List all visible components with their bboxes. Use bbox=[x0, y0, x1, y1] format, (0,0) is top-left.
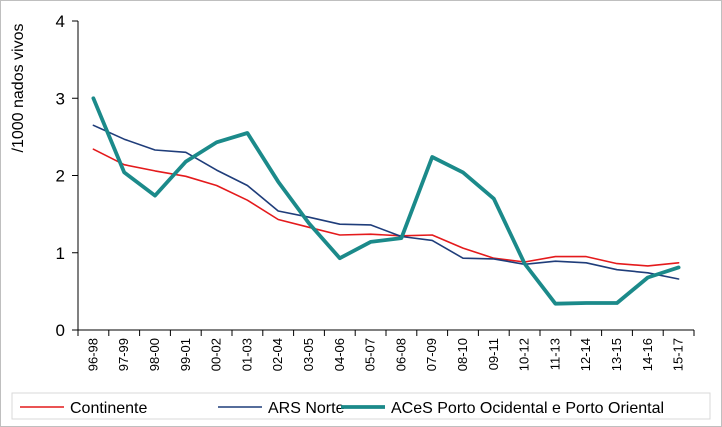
x-axis-ticks: 96-98 97-99 98-00 99-01 00-02 01-03 02-04 03-05… bbox=[77, 330, 695, 371]
x-tick-label: 98-00 bbox=[147, 338, 162, 371]
y-tick-label: 0 bbox=[56, 321, 65, 340]
x-tick-label: 01-03 bbox=[239, 338, 254, 371]
legend-label: ACeS Porto Ocidental e Porto Oriental bbox=[391, 400, 664, 417]
series-lines bbox=[91, 96, 681, 306]
x-tick-label: 13-15 bbox=[609, 338, 624, 371]
x-tick-label: 09-11 bbox=[486, 338, 501, 370]
legend: Continente ARS Norte ACeS Porto Ocidental … bbox=[11, 392, 711, 420]
x-tick-label: 11-13 bbox=[547, 338, 562, 370]
x-tick-label: 99-01 bbox=[178, 338, 193, 371]
x-tick-label: 02-04 bbox=[270, 338, 285, 371]
x-tick-label: 15-17 bbox=[671, 338, 686, 371]
x-tick-label: 12-14 bbox=[578, 338, 593, 371]
x-tick-label: 97-99 bbox=[116, 338, 131, 371]
y-tick-label: 2 bbox=[56, 167, 65, 186]
y-axis-ticks: 0 1 2 3 4 bbox=[56, 12, 78, 340]
series-line-3 bbox=[91, 96, 681, 306]
series-line-1 bbox=[92, 148, 680, 267]
y-axis-label: /1000 nados vivos bbox=[10, 24, 27, 153]
x-tick-label: 14-16 bbox=[640, 338, 655, 371]
x-tick-label: 03-05 bbox=[301, 338, 316, 371]
legend-label: ARS Norte bbox=[268, 400, 345, 417]
x-tick-label: 10-12 bbox=[517, 338, 532, 371]
y-tick-label: 4 bbox=[56, 12, 65, 31]
x-tick-label: 05-07 bbox=[363, 338, 378, 371]
x-tick-label: 96-98 bbox=[85, 338, 100, 371]
x-tick-label: 06-08 bbox=[393, 338, 408, 371]
legend-label: Continente bbox=[70, 400, 147, 417]
x-tick-label: 04-06 bbox=[332, 338, 347, 371]
y-tick-label: 3 bbox=[56, 89, 65, 108]
x-tick-label: 00-02 bbox=[209, 338, 224, 371]
x-tick-label: 08-10 bbox=[455, 338, 470, 371]
x-tick-label: 07-09 bbox=[424, 338, 439, 371]
series-line-2 bbox=[92, 124, 680, 280]
axes bbox=[77, 21, 694, 331]
y-tick-label: 1 bbox=[56, 244, 65, 263]
